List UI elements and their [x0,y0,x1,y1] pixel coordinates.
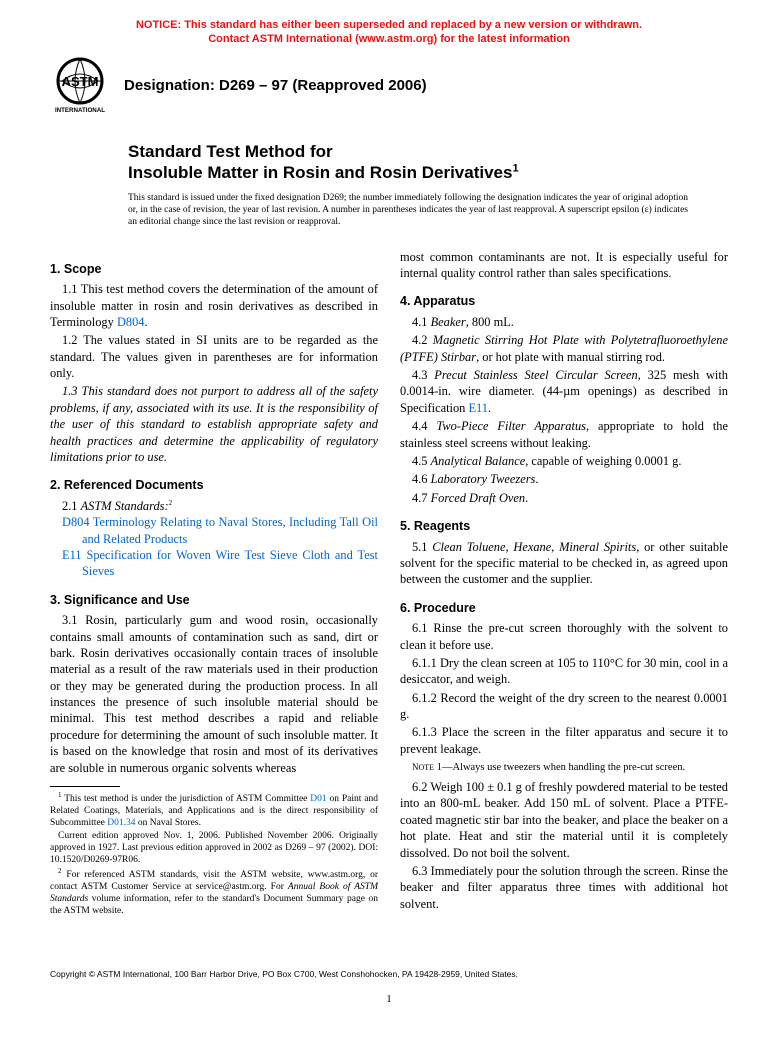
p46b: . [535,472,538,486]
section-head-4: 4. Apparatus [400,293,728,310]
designation: Designation: D269 – 97 (Reapproved 2006) [124,77,427,94]
p43i: Precut Stainless Steel Circular Screen [434,368,637,382]
footnote-rule [50,786,120,787]
p42b: , or hot plate with manual stirring rod. [476,350,665,364]
header-row: ASTM INTERNATIONAL Designation: D269 – 9… [50,57,728,115]
para-1-2: 1.2 The values stated in SI units are to… [50,332,378,381]
astm-logo: ASTM INTERNATIONAL [50,57,110,115]
para-6-1-2: 6.1.2 Record the weight of the dry scree… [400,690,728,723]
document-page: NOTICE: This standard has either been su… [0,0,778,1035]
link-d0134[interactable]: D01.34 [107,818,135,828]
p47i: Forced Draft Oven [431,491,526,505]
para-4-1: 4.1 Beaker, 800 mL. [400,314,728,330]
link-d804[interactable]: D804 [117,315,145,329]
fn1-a: This test method is under the jurisdicti… [62,794,311,804]
p44a: 4.4 [412,419,436,433]
columns: 1. Scope 1.1 This test method covers the… [50,249,728,919]
ref-e11-code: E11 [62,548,82,562]
p41b: , 800 mL. [466,315,514,329]
title-block: Standard Test Method for Insoluble Matte… [128,141,728,184]
link-d01[interactable]: D01 [310,794,326,804]
para-4-3: 4.3 Precut Stainless Steel Circular Scre… [400,367,728,416]
copyright: Copyright © ASTM International, 100 Barr… [50,969,728,979]
para-6-1-3: 6.1.3 Place the screen in the filter app… [400,724,728,757]
p47b: . [525,491,528,505]
notice-banner: NOTICE: This standard has either been su… [50,18,728,47]
p45a: 4.5 [412,454,431,468]
right-column: most common contaminants are not. It is … [400,249,728,919]
p51i: Clean Toluene, Hexane, Mineral Spirits [432,540,636,554]
section-head-5: 5. Reagents [400,518,728,535]
logo-bottom-text: INTERNATIONAL [55,107,105,114]
para-6-1-1: 6.1.1 Dry the clean screen at 105 to 110… [400,655,728,688]
p46a: 4.6 [412,472,431,486]
title-line-1: Standard Test Method for [128,141,728,162]
notice-line-2: Contact ASTM International (www.astm.org… [208,33,570,45]
ref-d804-text: Terminology Relating to Naval Stores, In… [82,515,378,545]
para-1-1: 1.1 This test method covers the determin… [50,281,378,330]
p41a: 4.1 [412,315,431,329]
para-6-2: 6.2 Weigh 100 ± 0.1 g of freshly powdere… [400,779,728,861]
p43c: . [488,401,491,415]
p47a: 4.7 [412,491,431,505]
left-column: 1. Scope 1.1 This test method covers the… [50,249,378,919]
p1-1-b: . [144,315,147,329]
ref-d804-code: D804 [62,515,90,529]
page-number: 1 [50,993,728,1005]
para-5-1: 5.1 Clean Toluene, Hexane, Mineral Spiri… [400,539,728,588]
footnote-1: 1 This test method is under the jurisdic… [50,791,378,830]
para-3-cont: most common contaminants are not. It is … [400,249,728,282]
p41i: Beaker [431,315,466,329]
ref-d804[interactable]: D804 Terminology Relating to Naval Store… [50,514,378,547]
section-head-3: 3. Significance and Use [50,592,378,609]
p2-1-i: ASTM Standards: [81,499,169,513]
p51a: 5.1 [412,540,432,554]
ref-e11[interactable]: E11 Specification for Woven Wire Test Si… [50,547,378,580]
link-e11-body[interactable]: E11 [468,401,488,415]
section-head-6: 6. Procedure [400,600,728,617]
para-4-6: 4.6 Laboratory Tweezers. [400,471,728,487]
footnote-2: 2 For referenced ASTM standards, visit t… [50,867,378,918]
para-4-2: 4.2 Magnetic Stirring Hot Plate with Pol… [400,332,728,365]
notice-line-1: NOTICE: This standard has either been su… [136,19,642,31]
p45b: , capable of weighing 0.0001 g. [525,454,681,468]
para-3-1: 3.1 Rosin, particularly gum and wood ros… [50,612,378,776]
p2-1-a: 2.1 [62,499,81,513]
para-6-1: 6.1 Rinse the pre-cut screen thoroughly … [400,620,728,653]
title-line-2: Insoluble Matter in Rosin and Rosin Deri… [128,162,728,183]
title-sup: 1 [512,162,518,174]
p1-1-a: 1.1 This test method covers the determin… [50,282,378,329]
logo-top-text: ASTM [62,74,99,89]
fn1-c: on Naval Stores. [136,818,201,828]
section-head-2: 2. Referenced Documents [50,477,378,494]
section-head-1: 1. Scope [50,261,378,278]
para-4-4: 4.4 Two-Piece Filter Apparatus, appropri… [400,418,728,451]
p42a: 4.2 [412,333,433,347]
para-4-5: 4.5 Analytical Balance, capable of weigh… [400,453,728,469]
p44i: Two-Piece Filter Apparatus [436,419,586,433]
note-1: NOTE 1—Always use tweezers when handling… [400,761,728,775]
p46i: Laboratory Tweezers [431,472,536,486]
para-4-7: 4.7 Forced Draft Oven. [400,490,728,506]
para-2-1: 2.1 ASTM Standards:2 [50,498,378,514]
p43a: 4.3 [412,368,434,382]
note-1-text: NOTE 1—Always use tweezers when handling… [412,762,685,773]
fn2-b: volume information, refer to the standar… [50,894,378,916]
para-1-3: 1.3 This standard does not purport to ad… [50,383,378,465]
ref-e11-text: Specification for Woven Wire Test Sieve … [82,548,379,578]
para-6-3: 6.3 Immediately pour the solution throug… [400,863,728,912]
p45i: Analytical Balance [431,454,526,468]
issuance-note: This standard is issued under the fixed … [128,193,688,229]
footnote-1-p2: Current edition approved Nov. 1, 2006. P… [50,831,378,867]
p2-1-sup: 2 [169,499,173,507]
title-main: Insoluble Matter in Rosin and Rosin Deri… [128,163,512,182]
